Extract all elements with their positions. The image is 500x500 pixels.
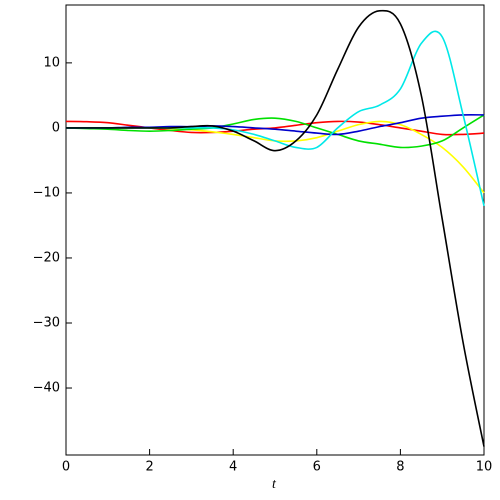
y-tick-label: 10 — [43, 55, 60, 70]
x-tick-label: 2 — [145, 460, 153, 475]
series-line — [66, 120, 485, 194]
y-tick-label: 0 — [52, 120, 60, 135]
x-axis-title: t — [272, 477, 277, 492]
x-tick-label: 6 — [313, 460, 321, 475]
x-tick-label: 0 — [62, 460, 70, 475]
y-tick-label: −40 — [33, 381, 60, 396]
y-tick-label: −10 — [33, 185, 60, 200]
series-line — [66, 9, 485, 447]
x-tick-label: 8 — [396, 460, 404, 475]
series-line — [65, 120, 485, 136]
plot-frame — [65, 4, 485, 456]
y-tick-label: −20 — [33, 250, 60, 265]
y-tick-label: −30 — [33, 315, 60, 330]
x-tick-label: 4 — [229, 460, 237, 475]
x-tick-label: 10 — [476, 460, 493, 475]
series-line — [65, 114, 485, 149]
